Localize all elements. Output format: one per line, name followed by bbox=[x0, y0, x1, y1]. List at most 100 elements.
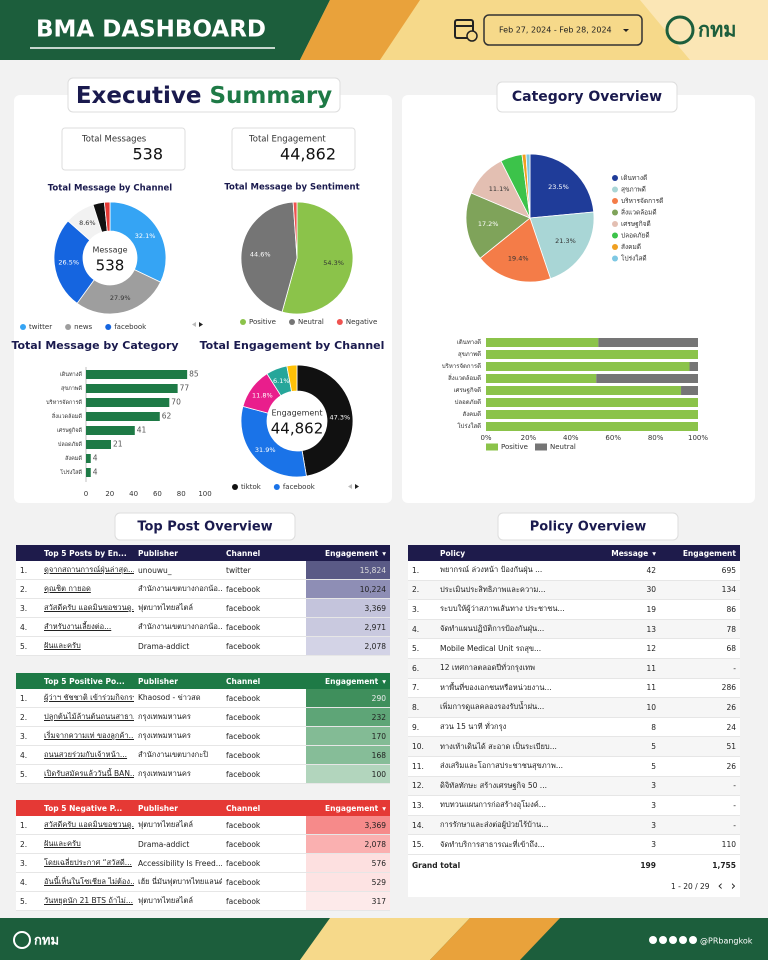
social-icons[interactable] bbox=[649, 936, 697, 944]
table-cell[interactable]: เริ่มจากความเท่ ของลูกค้า... bbox=[44, 731, 134, 740]
chart-title: Total Message by Channel bbox=[48, 184, 173, 194]
table-cell: จัดทำแผนปฏิบัติการป้องกันฝุ่น... bbox=[440, 624, 545, 634]
kpi-value: 538 bbox=[132, 145, 163, 164]
dropdown-arrow[interactable] bbox=[623, 29, 629, 32]
bar-label: 85 bbox=[189, 370, 199, 379]
column-header: Channel bbox=[226, 803, 261, 813]
slice-label: 47.3% bbox=[330, 413, 351, 421]
table-cell[interactable]: ดูจากสถานการณ์ฝุ่นล่าสุด... bbox=[44, 565, 134, 574]
table-cell: 3. bbox=[20, 858, 28, 868]
bar-segment bbox=[486, 338, 599, 347]
y-tick-label: เดินทางดี bbox=[60, 371, 83, 378]
bar-segment bbox=[681, 386, 698, 395]
table-cell: facebook bbox=[226, 712, 261, 722]
table-cell[interactable]: สวัสดีครับ แอดมินขอชวนดู... bbox=[44, 820, 134, 829]
date-picker[interactable] bbox=[483, 14, 643, 46]
table-cell[interactable]: ฝันและครับ bbox=[44, 641, 81, 650]
table-cell: facebook bbox=[226, 750, 261, 760]
table-cell[interactable]: โดยเฉลี่ยประกาศ “สวัสดี... bbox=[44, 858, 132, 867]
engagement-cell: 3,369 bbox=[306, 599, 390, 617]
table-cell: 8. bbox=[412, 702, 420, 712]
slice bbox=[525, 153, 531, 219]
legend-swatch bbox=[105, 324, 112, 330]
chart-title: Total Message by Sentiment bbox=[224, 183, 359, 193]
table-cell: กรุงเทพมหานคร bbox=[138, 731, 191, 740]
table-header: Top 5 Posts by En... Publisher Channel Enga… bbox=[16, 545, 390, 561]
dashboard-title: BMA DASHBOARD bbox=[36, 17, 266, 43]
calendar-icon bbox=[454, 19, 478, 42]
sort-icon[interactable]: ▾ bbox=[382, 803, 386, 813]
legend-swatch bbox=[612, 221, 618, 227]
slice-label: 6.1% bbox=[273, 377, 290, 385]
center-label: Message bbox=[92, 246, 127, 255]
table-cell[interactable]: สำหรับงานเลี้ยงต่อ... bbox=[44, 622, 112, 631]
table-cell: 11. bbox=[412, 761, 424, 771]
column-header[interactable]: Engagement ▾ bbox=[325, 803, 386, 813]
table-cell: การรักษาและส่งต่อผู้ป่วยไร้บ้าน... bbox=[440, 820, 549, 830]
sort-icon[interactable]: ▾ bbox=[652, 548, 656, 558]
legend-label: โปร่งใสดี bbox=[621, 255, 647, 263]
date-range[interactable]: Feb 27, 2024 - Feb 28, 2024 bbox=[499, 26, 612, 35]
table-cell: unouwu_ bbox=[138, 565, 172, 575]
table-cell: 4. bbox=[412, 624, 420, 634]
bar-segment bbox=[596, 374, 698, 383]
table-cell: facebook bbox=[226, 877, 261, 887]
legend-label: ปลอดภัยดี bbox=[621, 232, 650, 240]
table-cell[interactable]: ปลูกต้นไม้ล้านต้นถนนสาธา... bbox=[44, 712, 134, 721]
table-row: 4. จัดทำแผนปฏิบัติการป้องกันฝุ่น... 13 78 bbox=[408, 619, 740, 640]
footer-shape bbox=[300, 918, 470, 960]
table-cell: สวน 15 นาที ทั่วกรุง bbox=[440, 722, 507, 732]
table-cell[interactable]: ถนนสวยร่วมกับเจ้าหน้า... bbox=[44, 750, 128, 759]
table-cell: 10. bbox=[412, 742, 424, 752]
kpi-label: Total Messages bbox=[81, 135, 147, 145]
table-cell: ทบทวนแผนการก่อสร้างอุโมงค์... bbox=[440, 800, 546, 810]
table-row: 5. ฝันและครับ Drama-addict facebook 2,078 bbox=[16, 637, 390, 656]
table-cell: 286 bbox=[721, 683, 736, 693]
engagement-cell: 15,824 bbox=[306, 561, 390, 579]
table-cell[interactable]: เปิดรับสมัครแล้ววันนี้ BAN... bbox=[44, 769, 134, 778]
column-header[interactable]: Engagement ▾ bbox=[325, 676, 386, 686]
y-tick-label: สิ่งแวดล้อมดี bbox=[51, 412, 82, 420]
y-tick-label: สิ่งแวดล้อมดี bbox=[448, 374, 481, 382]
table-cell: 12 bbox=[646, 644, 656, 654]
table-cell[interactable]: คุณชิต กายอด bbox=[44, 584, 91, 593]
legend-swatch bbox=[486, 443, 498, 451]
table-cell: หาพื้นที่ของเอกชนหรือหน่วยงาน... bbox=[440, 682, 552, 692]
pager-button[interactable]: › bbox=[730, 879, 736, 895]
table-cell: 5. bbox=[20, 896, 28, 906]
legend-swatch bbox=[612, 244, 618, 250]
legend-pager[interactable] bbox=[192, 322, 359, 489]
table-cell: 2. bbox=[20, 584, 28, 594]
bar bbox=[86, 412, 160, 421]
engagement-cell: 168 bbox=[306, 746, 390, 764]
policy-table: Policy Message ▾ Engagement 1. พยากรณ์ ล่วงหน… bbox=[408, 545, 740, 897]
table-cell[interactable]: สวัสดีครับ แอดมินขอชวนดู... bbox=[44, 603, 134, 612]
chart-title: Total Message by Category bbox=[11, 339, 178, 352]
sort-icon[interactable]: ▾ bbox=[382, 676, 386, 686]
table-cell[interactable]: ผู้ว่าฯ ชัชชาติ เข้าร่วมกิจกรรม... bbox=[44, 693, 134, 702]
table-row: 10. ทางเท้าเดินได้ สะอาด เป็นระเบียบ... 5 5… bbox=[408, 737, 740, 757]
legend-label: Positive bbox=[249, 318, 276, 326]
column-header[interactable]: Message ▾ bbox=[611, 548, 656, 558]
bar-segment bbox=[486, 386, 682, 395]
table-cell: Accessibility Is Freed... bbox=[138, 858, 222, 868]
table-cell[interactable]: ฝันและครับ bbox=[44, 839, 81, 848]
engagement-cell: 2,971 bbox=[306, 618, 390, 636]
sort-icon[interactable]: ▾ bbox=[382, 548, 386, 558]
legend-swatch bbox=[612, 175, 618, 181]
legend-label: Neutral bbox=[298, 318, 324, 326]
table-cell[interactable]: วันหยุดนัก 21 BTS ถ้าไม่... bbox=[44, 896, 134, 905]
column-header[interactable]: Engagement ▾ bbox=[325, 548, 386, 558]
pager-button[interactable]: ‹ bbox=[717, 879, 723, 895]
table-cell: กรุงเทพมหานคร bbox=[138, 769, 191, 778]
table-cell: 10 bbox=[646, 702, 656, 712]
legend-swatch bbox=[273, 484, 280, 490]
engagement-cell: 290 bbox=[306, 689, 390, 707]
section-title-box bbox=[497, 512, 679, 541]
table-cell: 1. bbox=[20, 820, 28, 830]
legend-label: facebook bbox=[114, 323, 147, 331]
slice-label: 27.9% bbox=[110, 294, 131, 302]
post-table: Top 5 Positive Po... Publisher Channel Enga… bbox=[16, 673, 390, 784]
table-cell[interactable]: อันนี้เห็นในโซเชียล ไม่ต้อง... bbox=[44, 877, 134, 886]
legend-swatch bbox=[612, 186, 618, 193]
